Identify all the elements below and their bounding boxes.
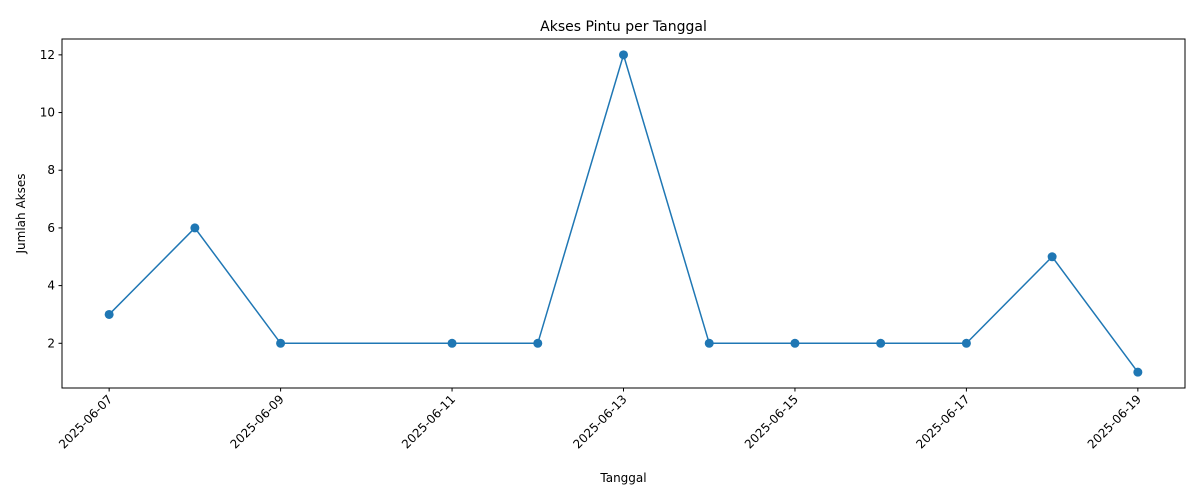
data-point [876,338,886,348]
data-point [1047,252,1057,262]
data-point [790,338,800,348]
x-tick-label: 2025-06-09 [228,392,287,451]
data-point [1133,367,1143,377]
x-tick-label: 2025-06-11 [399,392,458,451]
y-tick-label: 8 [47,163,55,177]
y-axis: 2 4 6 8 10 12 [40,48,62,350]
data-point [104,309,114,319]
data-point [533,338,543,348]
series-path [108,52,1139,373]
y-axis-label: Jumlah Akses [14,174,28,255]
data-point [190,223,200,233]
x-tick-label: 2025-06-07 [56,392,115,451]
x-tick-label: 2025-06-17 [913,392,972,451]
data-point [961,338,971,348]
x-tick-label: 2025-06-15 [742,392,801,451]
y-tick-label: 4 [47,279,55,293]
data-point [447,338,457,348]
y-tick-label: 2 [47,336,55,350]
data-point [704,338,714,348]
series-line [104,50,1143,377]
x-axis-label: Tanggal [599,471,646,485]
data-point [276,338,286,348]
y-tick-label: 6 [47,221,55,235]
y-tick-label: 12 [40,48,55,62]
x-tick-label: 2025-06-19 [1085,392,1144,451]
x-axis: 2025-06-07 2025-06-09 2025-06-11 2025-06-13… [56,388,1144,451]
y-tick-label: 10 [40,106,55,120]
data-point [619,50,628,60]
chart-title: Akses Pintu per Tanggal [540,19,707,35]
x-tick-label: 2025-06-13 [570,392,629,451]
plot-area [61,38,1186,389]
plot-frame [61,38,1186,389]
